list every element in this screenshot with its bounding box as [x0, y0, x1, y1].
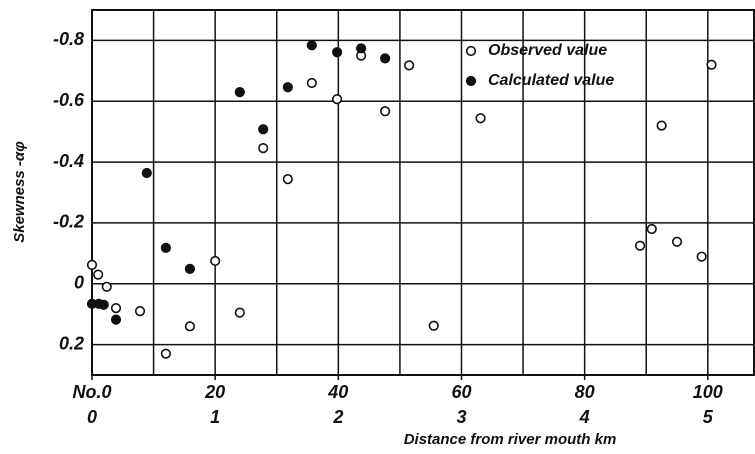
legend-marker — [465, 75, 477, 87]
point — [428, 320, 439, 331]
point — [696, 251, 707, 262]
point — [210, 255, 221, 267]
x-station-label: 2 — [332, 407, 343, 427]
point — [141, 167, 152, 179]
point — [282, 174, 293, 185]
point — [475, 113, 486, 124]
y-tick-label: 0.2 — [59, 333, 84, 353]
point — [380, 53, 391, 64]
y-tick-label: 0 — [74, 273, 84, 293]
x-station-label: 3 — [456, 407, 466, 427]
point — [258, 142, 269, 154]
x-tick-label: 20 — [204, 382, 225, 402]
x-station-label: 0 — [87, 407, 97, 427]
point — [331, 94, 343, 105]
legend-marker — [465, 45, 477, 57]
point — [634, 240, 646, 251]
y-axis-label: Skewness -αφ — [11, 141, 28, 243]
point — [331, 47, 343, 58]
x-station-label: 5 — [703, 407, 714, 427]
x-station-label: 1 — [210, 407, 220, 427]
legend-label: Observed value — [488, 42, 607, 59]
point — [86, 259, 98, 270]
y-tick-label: -0.2 — [53, 212, 84, 232]
point — [160, 348, 171, 359]
legend-label: Calculated value — [488, 72, 614, 89]
x-tick-label: 80 — [575, 382, 595, 402]
x-station-label: 4 — [579, 407, 590, 427]
point — [93, 269, 104, 280]
x-tick-label: 60 — [451, 382, 471, 402]
point — [671, 236, 683, 247]
point — [234, 87, 245, 98]
point — [656, 120, 667, 131]
y-tick-label: -0.6 — [53, 90, 85, 110]
point — [306, 77, 317, 89]
point — [110, 314, 122, 325]
point — [184, 321, 196, 332]
point — [110, 302, 122, 314]
y-tick-label: -0.4 — [53, 151, 84, 171]
point — [356, 43, 367, 54]
point — [404, 60, 415, 71]
point — [258, 124, 269, 135]
point — [234, 307, 245, 318]
point — [306, 40, 317, 51]
point — [380, 106, 391, 117]
plot-frame — [91, 9, 755, 376]
y-tick-label: -0.8 — [53, 29, 84, 49]
x-tick-label: No.0 — [72, 382, 111, 402]
point — [646, 223, 657, 235]
point — [160, 242, 171, 253]
point — [282, 82, 293, 93]
x-tick-label: 40 — [327, 382, 348, 402]
point — [134, 306, 146, 317]
point — [706, 59, 717, 70]
x-axis-label: Distance from river mouth km — [404, 431, 617, 448]
x-tick-label: 100 — [693, 382, 723, 402]
point — [101, 281, 112, 292]
point — [98, 299, 109, 310]
point — [184, 263, 196, 274]
